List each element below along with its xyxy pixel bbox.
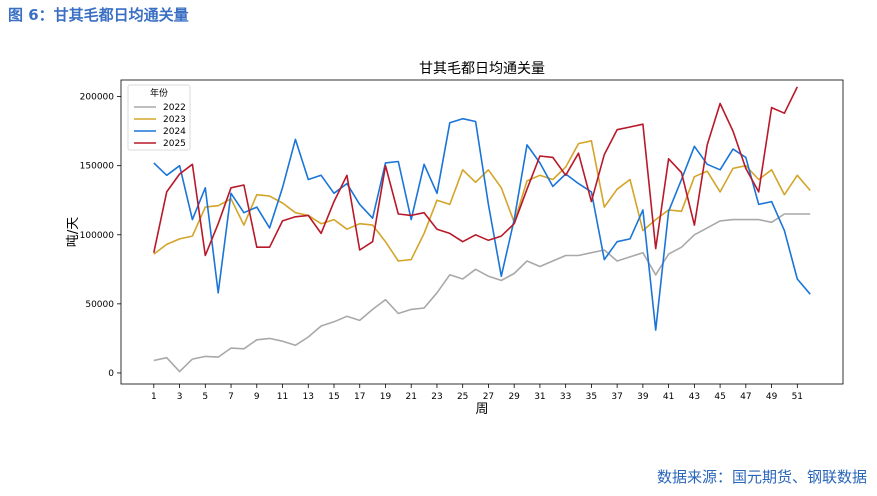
series-line-2023 (153, 140, 811, 262)
x-tick-label: 37 (611, 392, 622, 402)
y-tick-label: 100000 (80, 231, 115, 241)
y-tick-label: 50000 (85, 300, 114, 310)
x-axis-label: 周 (475, 402, 488, 417)
x-tick-label: 1 (151, 392, 157, 402)
series-line-2024 (153, 117, 811, 331)
x-tick-label: 7 (228, 392, 234, 402)
legend-label-2022: 2022 (163, 103, 186, 113)
x-tick-label: 21 (405, 392, 416, 402)
legend: 年份 2022 2023 2024 2025 (127, 84, 191, 151)
legend-label-2025: 2025 (163, 139, 186, 149)
legend-label-2023: 2023 (163, 115, 186, 125)
y-tick-label: 200000 (80, 93, 115, 103)
legend-label-2024: 2024 (163, 127, 186, 137)
x-tick-label: 19 (380, 392, 392, 402)
x-tick-label: 45 (714, 392, 725, 402)
x-tick-label: 39 (637, 392, 649, 402)
x-tick-label: 25 (457, 392, 468, 402)
figure-caption: 图 6：甘其毛都日均通关量 (8, 6, 189, 24)
x-tick-label: 43 (689, 392, 700, 402)
y-axis-label: 吨/天 (66, 217, 81, 247)
legend-box (127, 84, 191, 151)
y-tick-label: 0 (108, 369, 114, 379)
x-tick-label: 47 (740, 392, 751, 402)
x-tick-label: 51 (792, 392, 803, 402)
plot-frame (120, 79, 844, 385)
x-tick-label: 9 (254, 392, 260, 402)
x-tick-label: 11 (277, 392, 288, 402)
x-tick-label: 49 (766, 392, 778, 402)
source-note: 数据来源：国元期货、钢联数据 (656, 468, 867, 486)
x-tick-label: 33 (560, 392, 571, 402)
x-tick-label: 3 (177, 392, 183, 402)
x-tick-label: 5 (202, 392, 208, 402)
series-line-2022 (153, 213, 811, 373)
x-tick-label: 13 (303, 392, 314, 402)
x-axis: 1 3 5 7 9 11 13 15 17 19 21 23 25 27 29 31 33 35 37 39 41 43 4… (151, 384, 803, 402)
series-lines (153, 86, 811, 373)
x-tick-label: 23 (431, 392, 442, 402)
chart-title: 甘其毛都日均通关量 (419, 61, 545, 77)
x-tick-label: 29 (508, 392, 520, 402)
x-tick-label: 41 (663, 392, 674, 402)
y-tick-label: 150000 (80, 162, 115, 172)
x-tick-label: 17 (354, 392, 365, 402)
x-tick-label: 35 (586, 392, 597, 402)
x-tick-label: 31 (534, 392, 545, 402)
y-axis: 0 50000 100000 150000 200000 (80, 93, 121, 379)
x-tick-label: 27 (483, 392, 494, 402)
legend-title: 年份 (150, 87, 168, 99)
series-line-2025 (153, 86, 799, 257)
x-tick-label: 15 (328, 392, 339, 402)
